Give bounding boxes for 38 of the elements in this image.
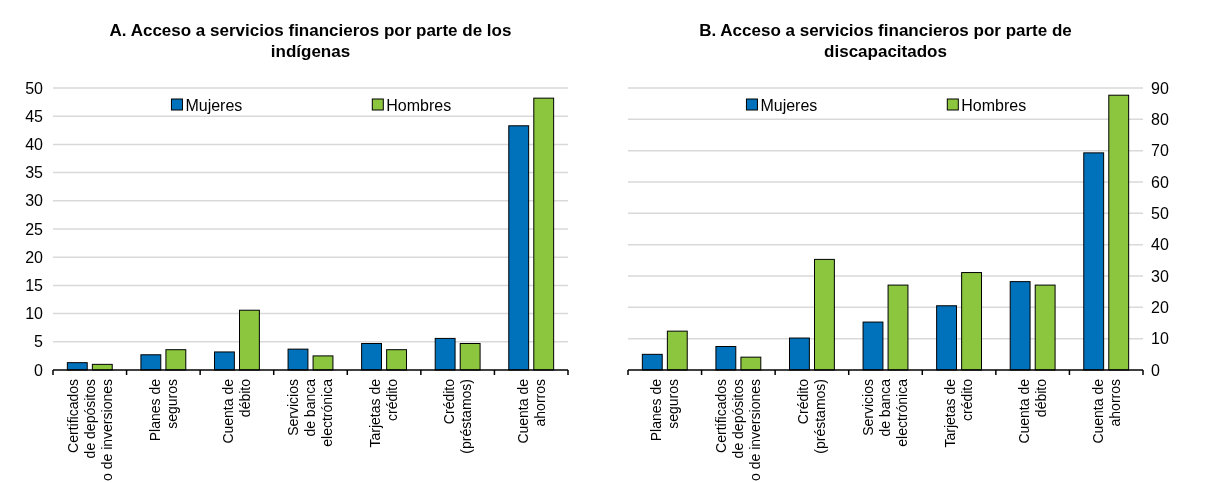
legend-label: Mujeres [760,96,818,114]
y-tick-label: 40 [25,136,44,153]
y2-tick-label: 30 [1151,267,1169,285]
x-tick-label: Tarjetas de crédito [367,378,401,448]
x-tick-label: Cuenta de débito [220,378,254,444]
y-tick-label: 20 [25,248,44,266]
y-tick-label: 15 [25,277,44,294]
x-tick-label: Cuenta de débito [1016,378,1050,444]
chart-title: A. Acceso a servicios financieros por parte de los indígenas [109,21,512,61]
y-tick-label: 45 [25,107,44,125]
y2-tick-label: 70 [1151,142,1169,160]
x-tick-label: Planes de seguros [648,378,682,442]
y2-tick-label: 10 [1151,330,1169,348]
y2-tick-label: 60 [1151,173,1169,191]
x-tick-label: Cuenta de ahorros [514,378,548,444]
y2-tick-label: 40 [1151,236,1169,254]
y2-tick-label: 50 [1151,204,1169,222]
x-tick-label: Crédito (préstamos) [795,378,829,454]
y2-tick-label: 0 [1151,361,1160,379]
y-tick-label: 50 [25,79,44,97]
x-tick-label: Tarjetas de crédito [942,378,976,448]
chart-title: B. Acceso a servicios financieros por parte de discapacitados [699,21,1072,61]
x-tick-label: Certificados de depósitos o de inversiones [64,379,115,481]
legend-label: Hombres [386,96,452,114]
y2-tick-label: 90 [1151,79,1169,97]
y2-tick-label: 80 [1151,110,1169,128]
x-tick-label: Cuenta de ahorros [1089,378,1123,444]
legend-label: Mujeres [185,96,243,114]
y-tick-label: 35 [25,164,44,182]
x-tick-label: Crédito (préstamos) [441,378,475,454]
y-tick-label: 30 [25,192,44,210]
y-tick-label: 0 [34,361,44,379]
y-tick-label: 10 [25,305,44,323]
y2-tick-label: 20 [1151,298,1169,316]
y-tick-label: 5 [34,333,44,351]
y-tick-label: 25 [25,220,44,238]
legend-label: Hombres [961,96,1027,114]
x-tick-label: Servicios de banca electrónica [860,378,911,447]
